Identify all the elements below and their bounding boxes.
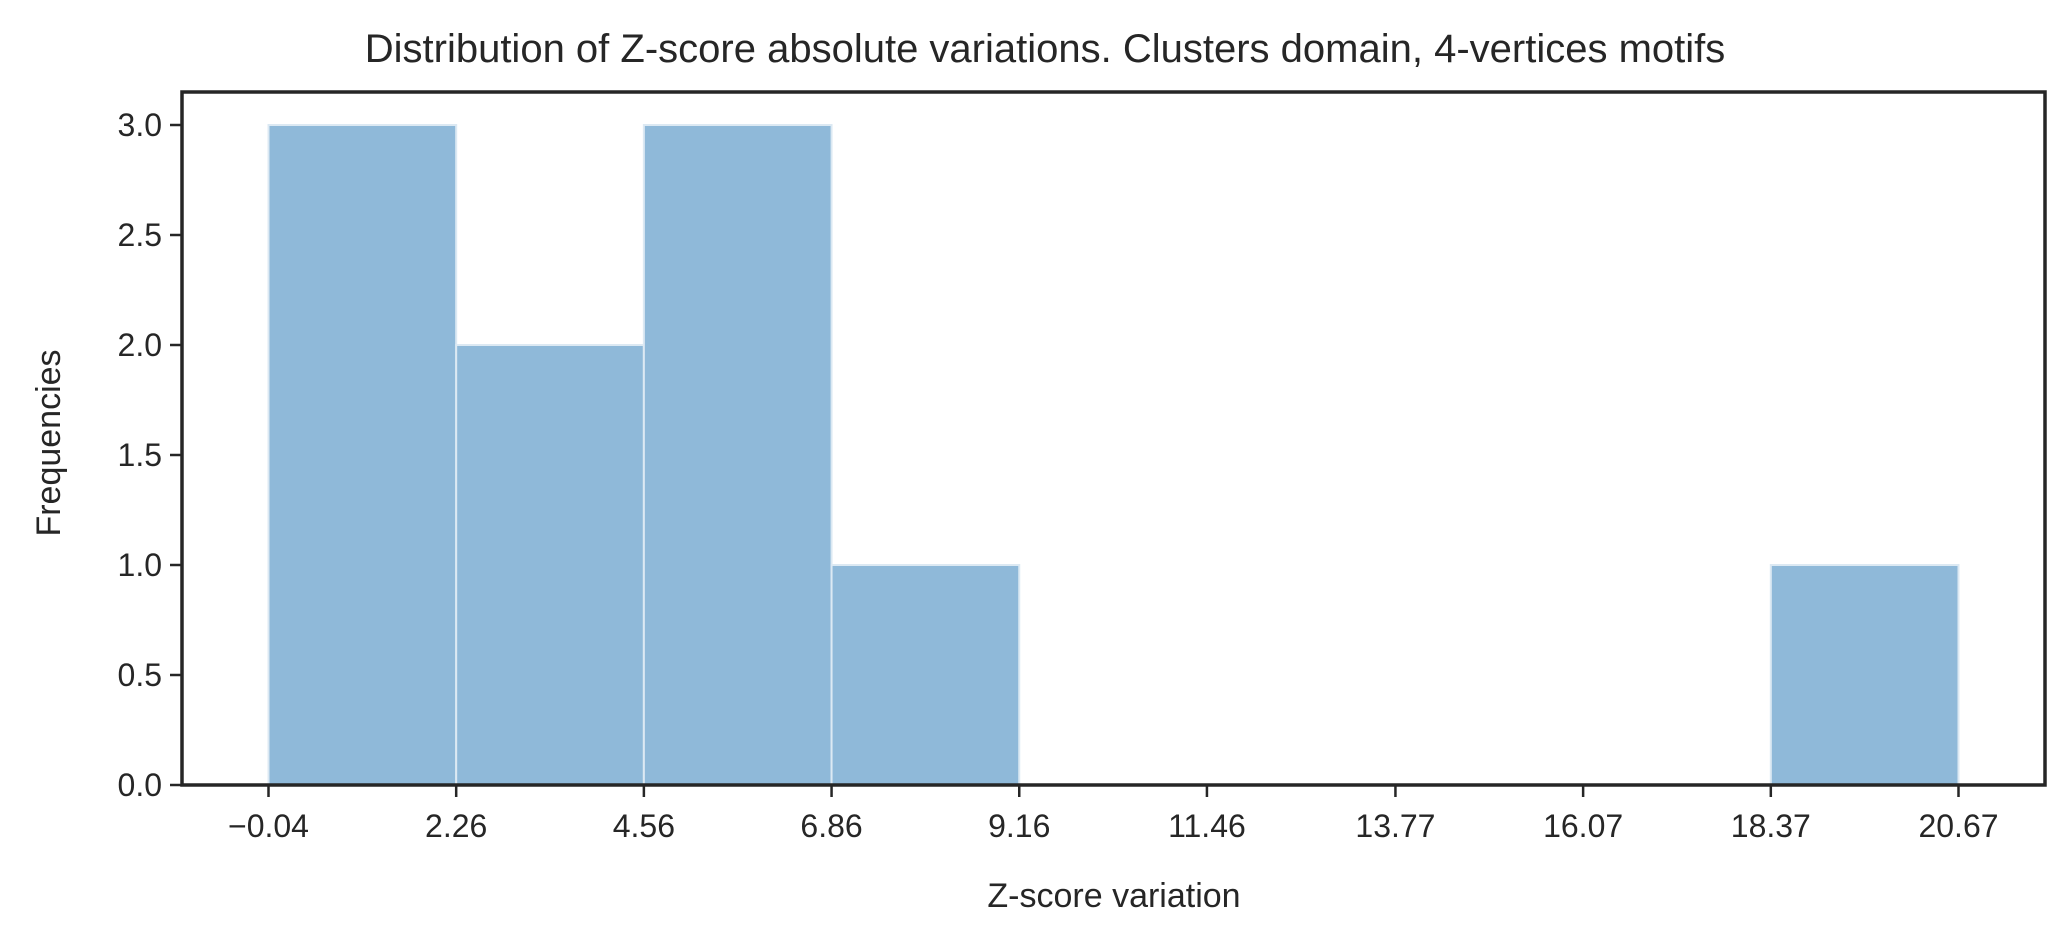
histogram-bar-0 xyxy=(267,124,458,786)
x-tick-label: 2.26 xyxy=(425,808,487,844)
y-axis: 0.0 0.5 1.0 1.5 2.0 2.5 3.0 xyxy=(118,107,182,803)
y-tick-label: 2.0 xyxy=(118,327,162,363)
x-tick-label: 13.77 xyxy=(1355,808,1435,844)
x-tick-label: 16.07 xyxy=(1543,808,1623,844)
bars-group xyxy=(267,124,1960,786)
x-tick-label: 9.16 xyxy=(988,808,1050,844)
y-tick-label: 0.5 xyxy=(118,657,162,693)
histogram-bar-3 xyxy=(830,564,1021,786)
histogram-bar-2 xyxy=(642,124,833,786)
x-tick-label: 6.86 xyxy=(800,808,862,844)
y-tick-label: 1.5 xyxy=(118,437,162,473)
x-tick-label: 20.67 xyxy=(1918,808,1998,844)
x-tick-label: 11.46 xyxy=(1168,808,1246,844)
y-tick-label: 0.0 xyxy=(118,767,162,803)
x-tick-label: −0.04 xyxy=(228,808,309,844)
y-tick-label: 1.0 xyxy=(118,547,162,583)
x-tick-label: 4.56 xyxy=(613,808,675,844)
y-tick-label: 3.0 xyxy=(118,107,162,143)
x-tick-label: 18.37 xyxy=(1731,808,1811,844)
x-axis: −0.04 2.26 4.56 6.86 9.16 11.46 13.77 16.07 18.3… xyxy=(228,785,1999,844)
histogram-bar-8 xyxy=(1769,564,1960,786)
chart-title: Distribution of Z-score absolute variati… xyxy=(365,27,1726,71)
y-tick-label: 2.5 xyxy=(118,217,162,253)
plot-frame xyxy=(180,90,2047,787)
histogram-bar-1 xyxy=(455,344,645,786)
y-axis-label: Frequencies xyxy=(30,349,68,536)
x-axis-label: Z-score variation xyxy=(987,877,1240,915)
